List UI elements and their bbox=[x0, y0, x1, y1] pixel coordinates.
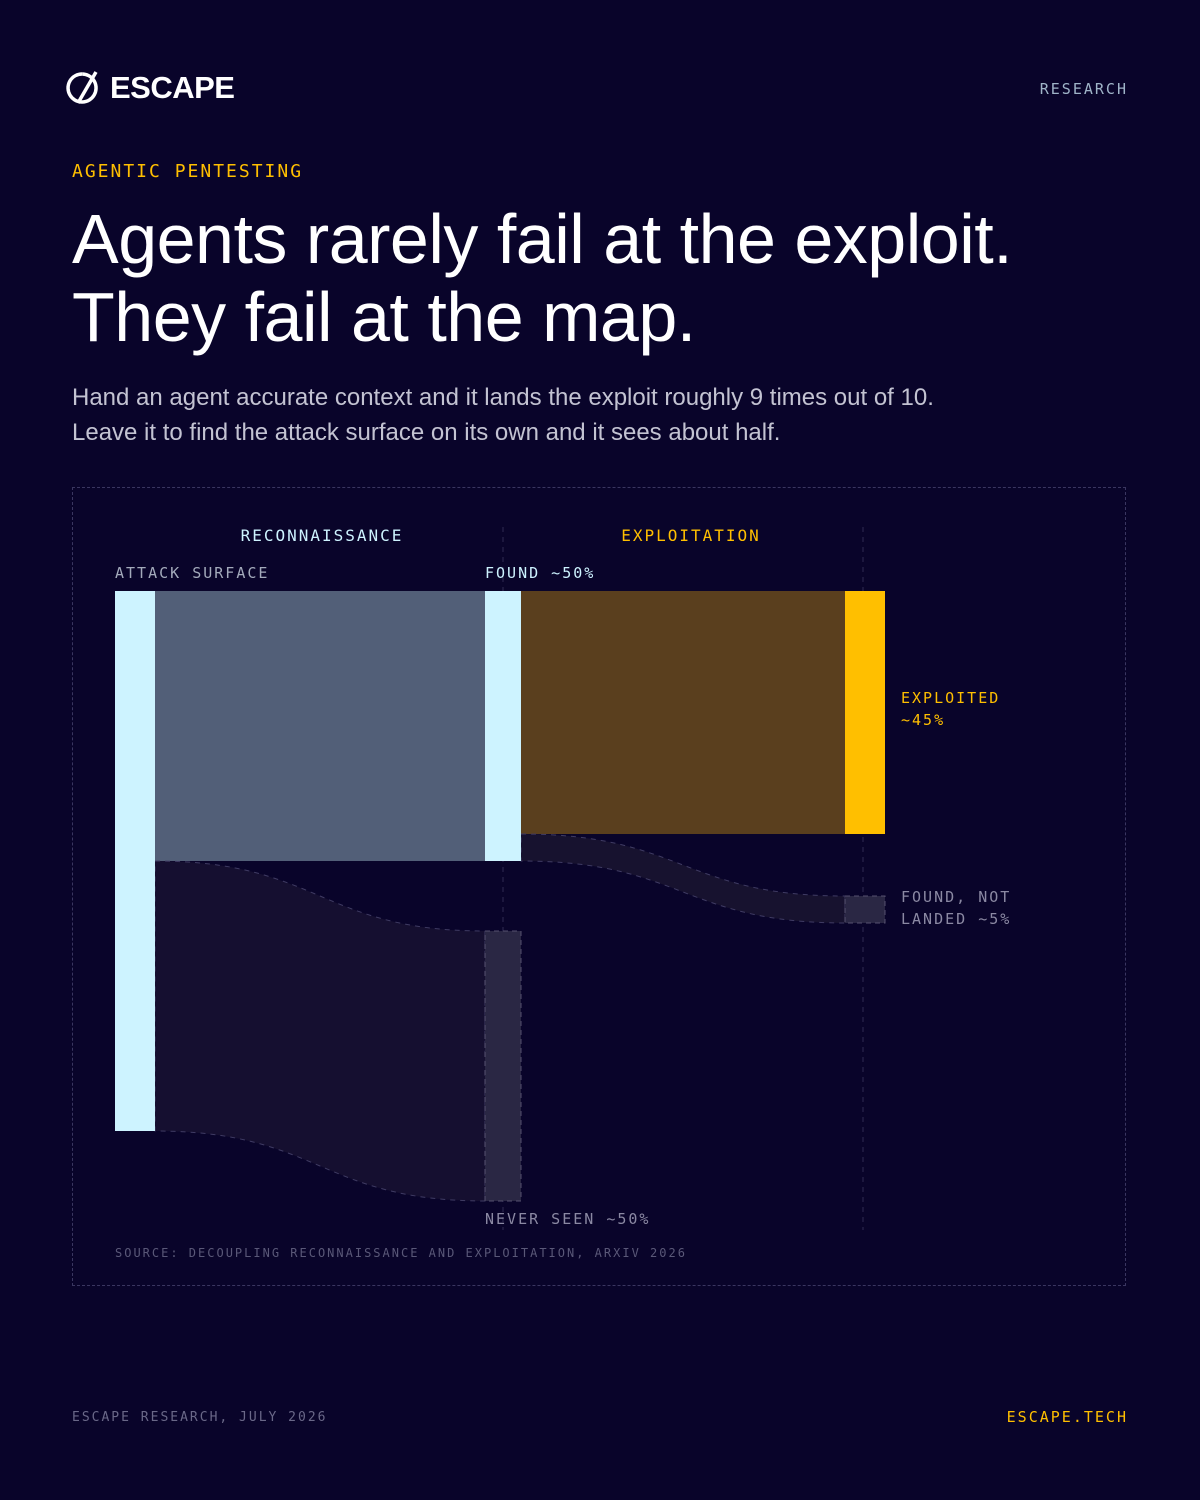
flow-link bbox=[155, 591, 485, 861]
node-label: NEVER SEEN ~50% bbox=[485, 1210, 651, 1228]
flow-link bbox=[521, 591, 845, 834]
stage-label: EXPLOITATION bbox=[621, 526, 761, 545]
node-bar bbox=[485, 591, 521, 861]
node-label: FOUND ~50% bbox=[485, 564, 596, 582]
node-bar bbox=[115, 591, 155, 1131]
subtitle: Hand an agent accurate context and it la… bbox=[72, 384, 934, 446]
kicker: AGENTIC PENTESTING bbox=[72, 161, 304, 182]
flow-link bbox=[520, 833, 846, 924]
node-bar bbox=[484, 930, 522, 1202]
source: SOURCE: DECOUPLING RECONNAISSANCE AND EX… bbox=[115, 1246, 687, 1260]
node-label: FOUND, NOT LANDED ~5% bbox=[901, 888, 1012, 928]
node-bar bbox=[845, 591, 885, 834]
tag: RESEARCH bbox=[1039, 80, 1128, 98]
footer-right: ESCAPE.TECH bbox=[1006, 1408, 1128, 1426]
stage-label: RECONNAISSANCE bbox=[240, 526, 404, 545]
flow-link bbox=[154, 860, 486, 1202]
node-bar bbox=[844, 895, 886, 924]
title: Agents rarely fail at the exploit. They … bbox=[72, 200, 1013, 356]
logo-slash bbox=[76, 71, 98, 104]
logo: ESCAPE bbox=[110, 70, 235, 105]
footer-left: ESCAPE RESEARCH, JULY 2026 bbox=[72, 1410, 328, 1425]
node-label: EXPLOITED ~45% bbox=[901, 689, 1001, 729]
node-label: ATTACK SURFACE bbox=[115, 564, 270, 582]
chart-frame bbox=[72, 487, 1126, 1286]
